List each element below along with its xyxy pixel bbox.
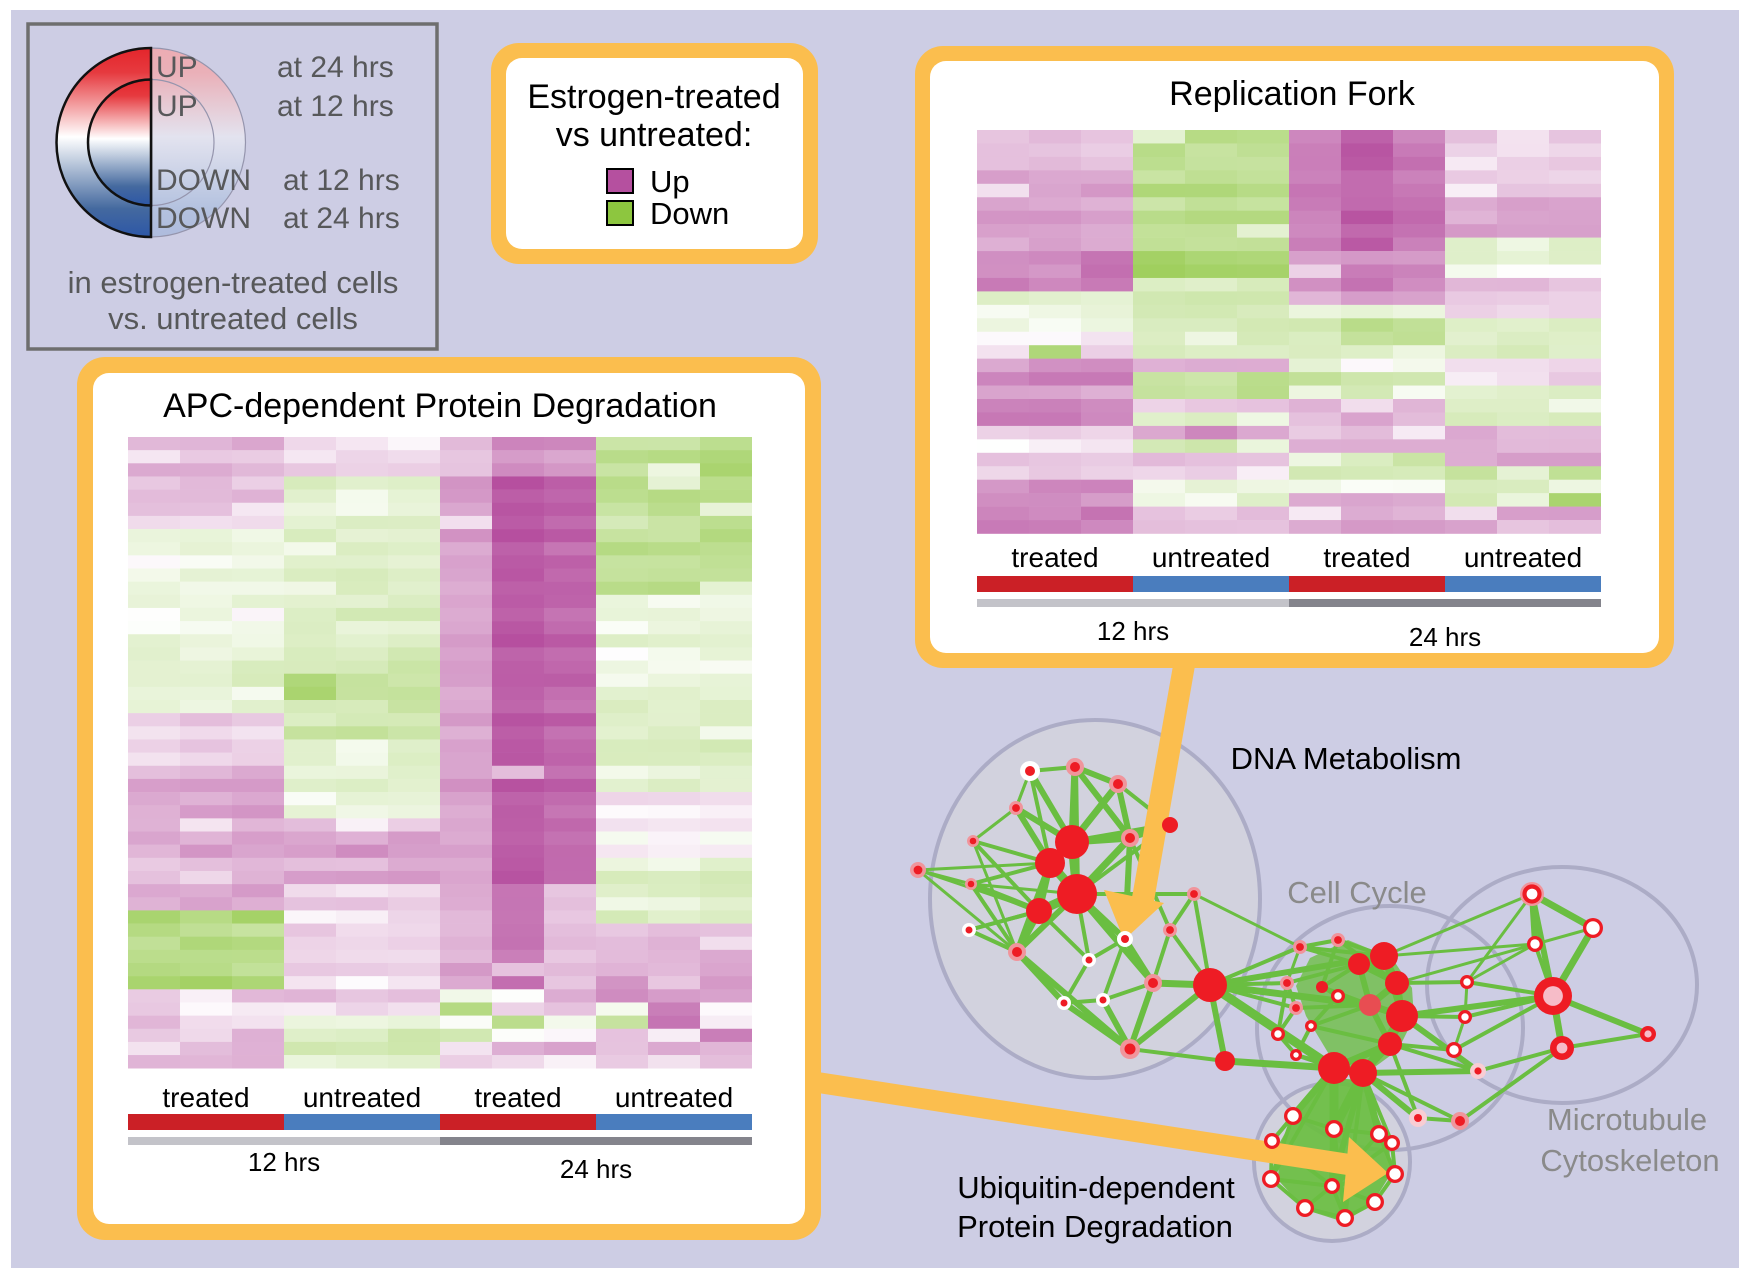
- svg-text:Up: Up: [650, 164, 690, 199]
- svg-text:UP: UP: [156, 90, 198, 123]
- svg-text:treated: treated: [1011, 542, 1098, 573]
- svg-text:DOWN: DOWN: [156, 164, 251, 197]
- svg-text:Microtubule: Microtubule: [1547, 1102, 1707, 1137]
- svg-text:Replication Fork: Replication Fork: [1169, 75, 1416, 113]
- svg-text:untreated: untreated: [1152, 542, 1270, 573]
- svg-text:DNA Metabolism: DNA Metabolism: [1231, 741, 1462, 776]
- svg-text:treated: treated: [162, 1082, 249, 1113]
- svg-text:Estrogen-treated: Estrogen-treated: [527, 78, 780, 116]
- svg-text:Cell Cycle: Cell Cycle: [1287, 875, 1427, 910]
- svg-text:24 hrs: 24 hrs: [560, 1154, 632, 1184]
- svg-text:Protein Degradation: Protein Degradation: [957, 1209, 1233, 1244]
- svg-text:Ubiquitin-dependent: Ubiquitin-dependent: [957, 1170, 1235, 1205]
- svg-text:untreated: untreated: [303, 1082, 421, 1113]
- svg-text:at 24 hrs: at 24 hrs: [277, 51, 394, 84]
- svg-text:UP: UP: [156, 51, 198, 84]
- svg-text:in estrogen-treated cells: in estrogen-treated cells: [68, 265, 399, 300]
- svg-text:Cytoskeleton: Cytoskeleton: [1540, 1143, 1719, 1178]
- svg-text:vs untreated:: vs untreated:: [556, 116, 753, 154]
- svg-text:Down: Down: [650, 196, 729, 231]
- svg-text:untreated: untreated: [615, 1082, 733, 1113]
- svg-text:treated: treated: [474, 1082, 561, 1113]
- svg-text:at 12 hrs: at 12 hrs: [277, 90, 394, 123]
- svg-text:12 hrs: 12 hrs: [248, 1147, 320, 1177]
- svg-text:24 hrs: 24 hrs: [1409, 622, 1481, 652]
- svg-text:vs. untreated cells: vs. untreated cells: [108, 301, 358, 336]
- svg-text:12 hrs: 12 hrs: [1097, 616, 1169, 646]
- svg-text:treated: treated: [1323, 542, 1410, 573]
- svg-text:untreated: untreated: [1464, 542, 1582, 573]
- svg-text:at 12 hrs: at 12 hrs: [283, 164, 400, 197]
- svg-text:at 24 hrs: at 24 hrs: [283, 202, 400, 235]
- svg-text:DOWN: DOWN: [156, 202, 251, 235]
- svg-text:APC-dependent Protein Degradat: APC-dependent Protein Degradation: [163, 387, 717, 425]
